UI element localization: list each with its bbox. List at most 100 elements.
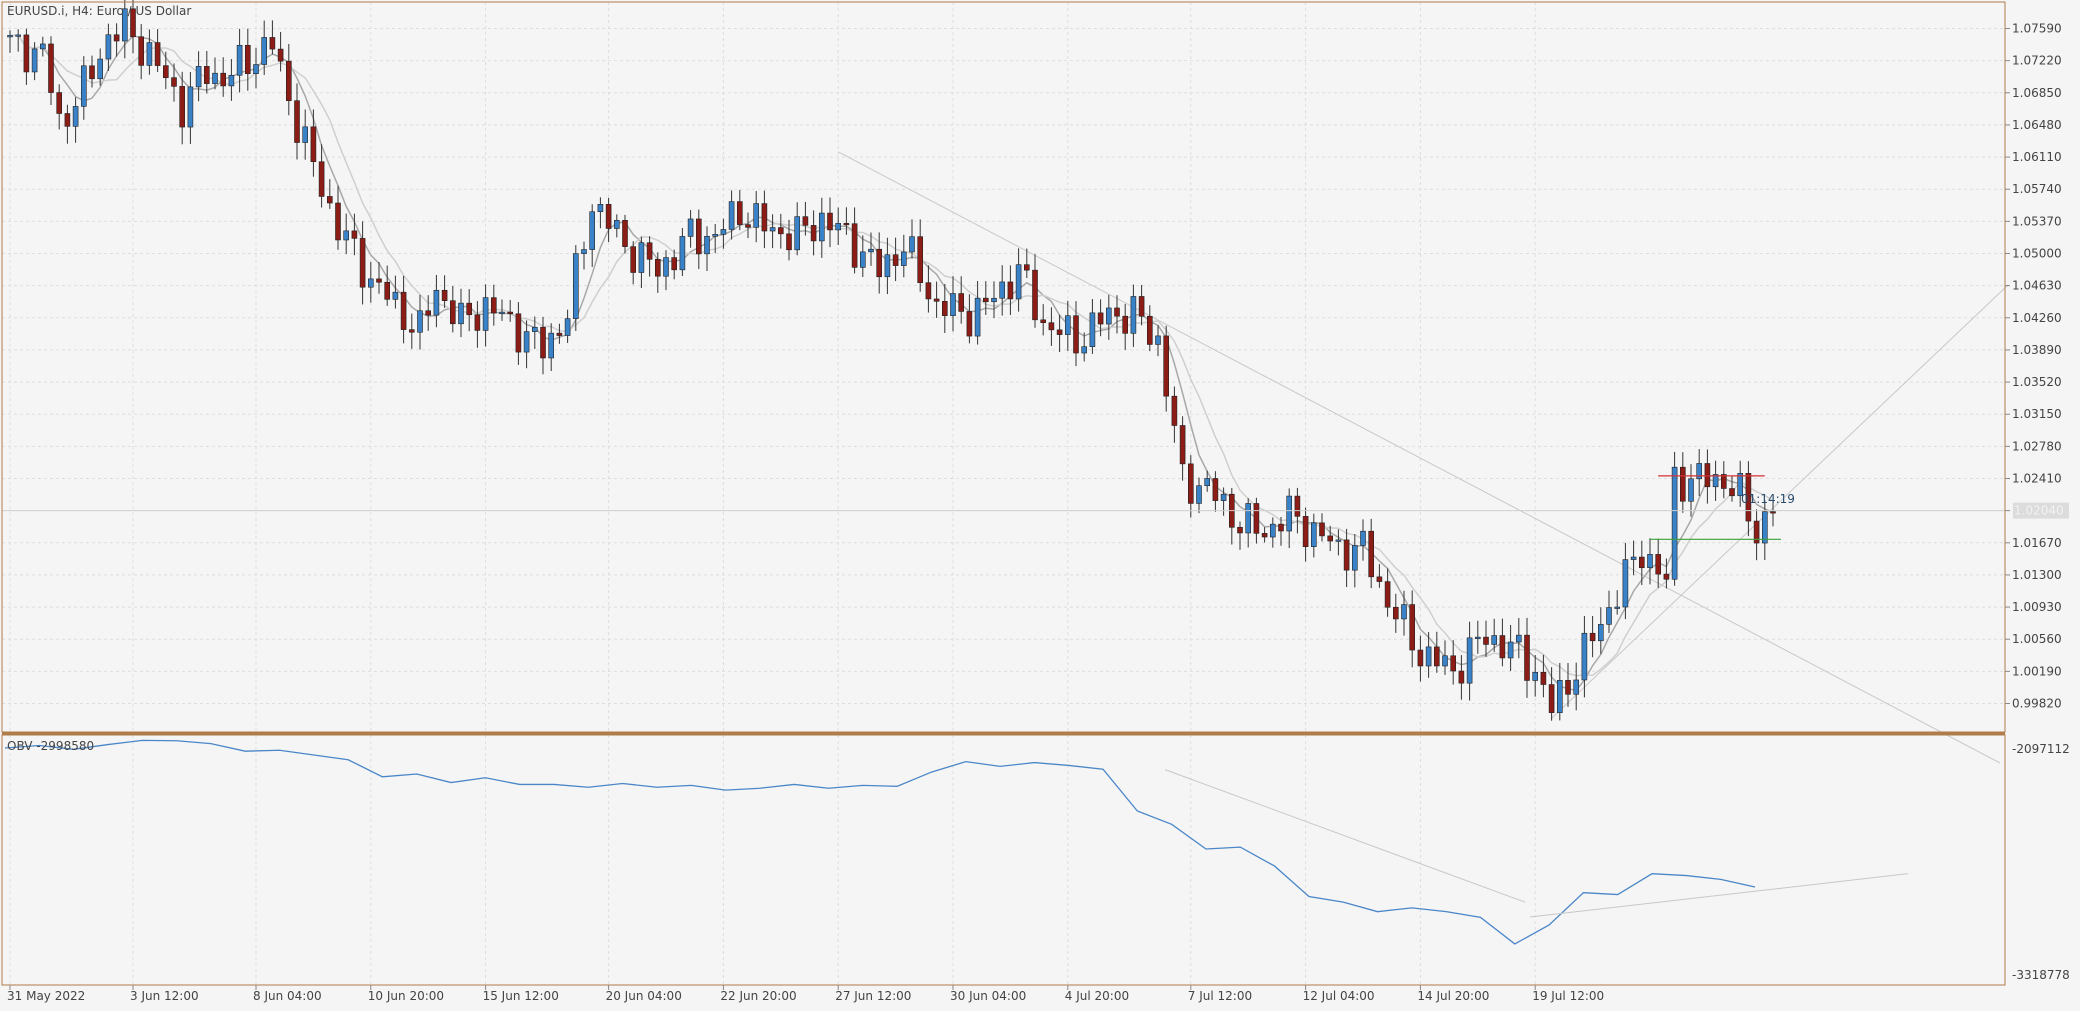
candle [1696,463,1702,480]
candle [15,34,21,37]
candle [605,204,612,229]
candle [761,203,768,232]
candle [1721,474,1727,489]
candle [1163,335,1169,397]
candle [376,278,382,283]
price-tick-label: 1.05000 [2012,247,2062,261]
candle [204,66,210,84]
candle [1557,680,1563,713]
trendline-down [837,151,2001,764]
candle [745,224,751,228]
candle [1040,319,1046,324]
candle [1188,463,1194,504]
time-tick-label: 15 Jun 12:00 [483,989,559,1003]
candle [712,234,719,237]
candle [48,43,54,93]
candle [351,230,358,239]
current-price-box [2013,502,2069,519]
trendline-up [1551,284,2009,719]
price-tick-label: 1.04630 [2012,279,2062,293]
candle [269,37,276,50]
candle [253,64,259,74]
moving-average-line [9,34,1774,692]
candle [23,34,30,73]
time-tick-label: 19 Jul 12:00 [1532,989,1604,1003]
candle [1286,495,1292,532]
time-tick-label: 3 Jun 12:00 [130,989,199,1003]
candle [1401,604,1407,620]
candle [827,212,833,231]
candle [1155,335,1161,345]
candle [909,236,915,253]
candle [1573,679,1579,695]
candle [1466,637,1473,684]
candle [39,43,46,50]
obv-label: OBV -2998580 [7,739,94,753]
candle [1532,671,1538,681]
candle [1171,395,1178,426]
candle [925,282,932,300]
candle [1089,312,1096,347]
candle [97,58,103,80]
candle [56,92,63,114]
candle [1270,523,1276,538]
price-tick-label: 1.00560 [2012,632,2062,646]
candle [1081,346,1087,354]
candle [408,329,415,333]
candle [146,42,153,66]
candle [163,65,169,78]
candle [1065,315,1071,335]
candle [556,332,563,336]
candle [474,314,481,331]
price-tick-label: 1.03890 [2012,343,2062,357]
candle [113,34,120,42]
candle [1671,466,1678,580]
current-price-label: 1.02040 [2014,504,2064,518]
candle [1458,670,1465,684]
candle [835,223,842,231]
candle [1647,554,1653,569]
candle [1507,641,1514,659]
candle [1294,495,1301,517]
candle [843,223,850,226]
candle [130,8,136,38]
candle [1212,478,1219,501]
candle [1499,635,1506,659]
price-tick-label: 1.06480 [2012,118,2062,132]
candle [31,48,38,73]
candle [1343,539,1350,571]
candle [1360,530,1366,546]
candle [859,251,866,268]
candle [236,44,243,76]
candle [1261,533,1268,538]
candle [482,297,489,331]
price-tick-label: 1.03520 [2012,375,2062,389]
candle [171,77,177,87]
candle [195,66,202,88]
candle [1302,516,1309,547]
obv-series [4,739,1756,945]
time-tick-label: 4 Jul 20:00 [1065,989,1129,1003]
candle [1442,655,1448,667]
candle [1688,478,1694,502]
candle [1434,646,1440,667]
obv-tick-label: -2097112 [2012,742,2070,756]
time-tick-label: 20 Jun 04:00 [606,989,682,1003]
candle [441,289,448,301]
candle [982,297,989,303]
price-tick-label: 1.07590 [2012,22,2062,36]
candle [1073,315,1079,354]
candle [974,297,981,337]
candle [1704,463,1711,488]
candle [654,259,661,277]
candle [1179,425,1186,465]
candle [753,203,760,228]
candle [564,318,571,336]
candle [999,281,1006,299]
time-tick-label: 22 Jun 20:00 [720,989,796,1003]
candle [1114,307,1120,317]
candle [1680,466,1686,502]
candle [1335,539,1342,542]
time-tick-label: 10 Jun 20:00 [368,989,444,1003]
